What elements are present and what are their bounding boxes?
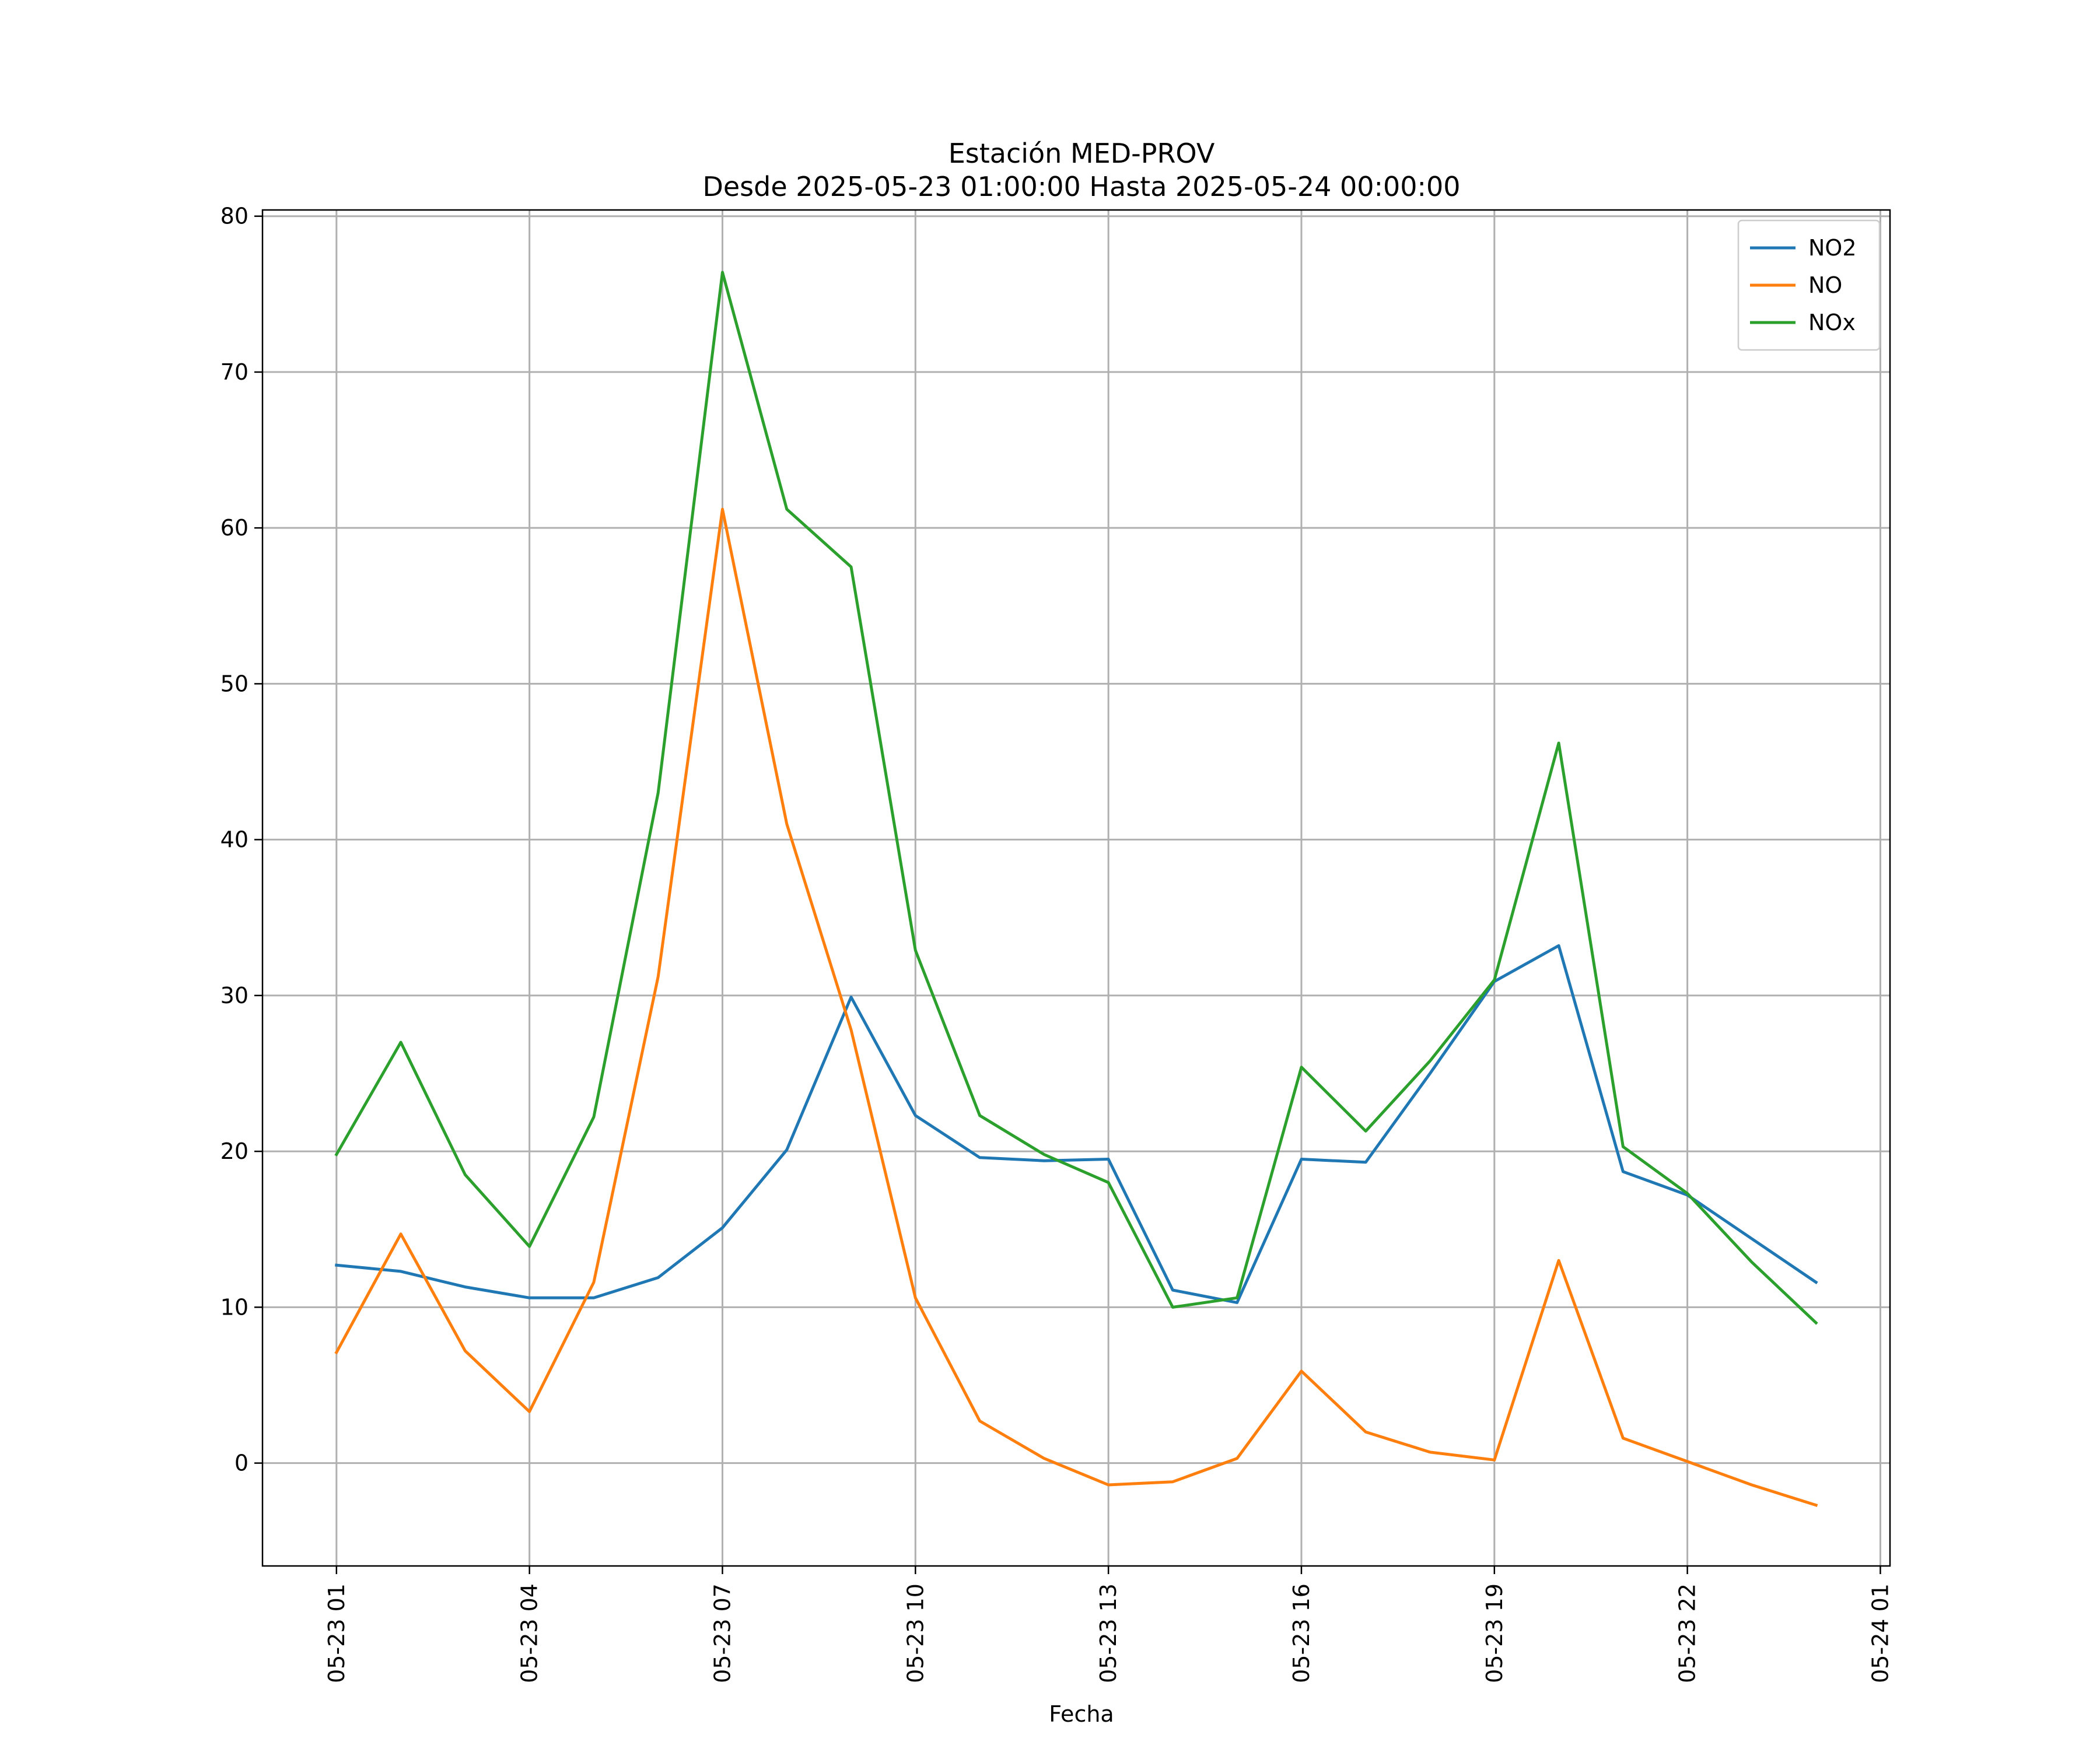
legend: NO2 NO NOx bbox=[1737, 219, 1881, 351]
x-tick-label: 05-23 10 bbox=[902, 1583, 928, 1683]
series-line-no bbox=[334, 507, 1818, 1507]
x-tick-label: 05-23 22 bbox=[1675, 1583, 1700, 1683]
y-tick-label: 80 bbox=[220, 204, 249, 229]
y-tick-label: 50 bbox=[220, 671, 249, 696]
x-tick-label: 05-23 19 bbox=[1482, 1583, 1507, 1683]
legend-label-no2: NO2 bbox=[1808, 235, 1857, 261]
axes: 05-23 01 05-23 04 05-23 07 05-23 10 05-23 13… bbox=[220, 204, 1894, 1683]
legend-label-no: NO bbox=[1808, 272, 1842, 298]
x-axis-label: Fecha bbox=[1049, 1701, 1114, 1727]
chart-title: Estación MED-PROV bbox=[949, 138, 1215, 169]
y-tick-label: 10 bbox=[220, 1294, 249, 1320]
x-tick-label: 05-23 07 bbox=[709, 1583, 735, 1683]
y-tick-label: 0 bbox=[235, 1450, 249, 1476]
x-tick-label: 05-23 13 bbox=[1096, 1583, 1121, 1683]
x-tick-label: 05-23 04 bbox=[517, 1583, 542, 1683]
legend-frame bbox=[1737, 219, 1881, 351]
x-tick-label: 05-23 16 bbox=[1289, 1583, 1314, 1683]
y-tick-label: 60 bbox=[220, 515, 249, 541]
series-lines bbox=[334, 271, 1818, 1507]
x-tick-label: 05-24 01 bbox=[1867, 1583, 1893, 1683]
legend-label-nox: NOx bbox=[1808, 310, 1856, 335]
x-tick-label: 05-23 01 bbox=[324, 1583, 349, 1683]
y-tick-label: 20 bbox=[220, 1138, 249, 1164]
plot-frame bbox=[261, 209, 1891, 1567]
series-line-nox bbox=[334, 271, 1818, 1325]
y-tick-label: 70 bbox=[220, 359, 249, 385]
series-line-no2 bbox=[335, 944, 1818, 1304]
chart-subtitle: Desde 2025-05-23 01:00:00 Hasta 2025-05-… bbox=[702, 171, 1460, 202]
y-tick-label: 30 bbox=[220, 983, 249, 1008]
y-tick-label: 40 bbox=[220, 827, 249, 853]
grid bbox=[262, 210, 1890, 1566]
